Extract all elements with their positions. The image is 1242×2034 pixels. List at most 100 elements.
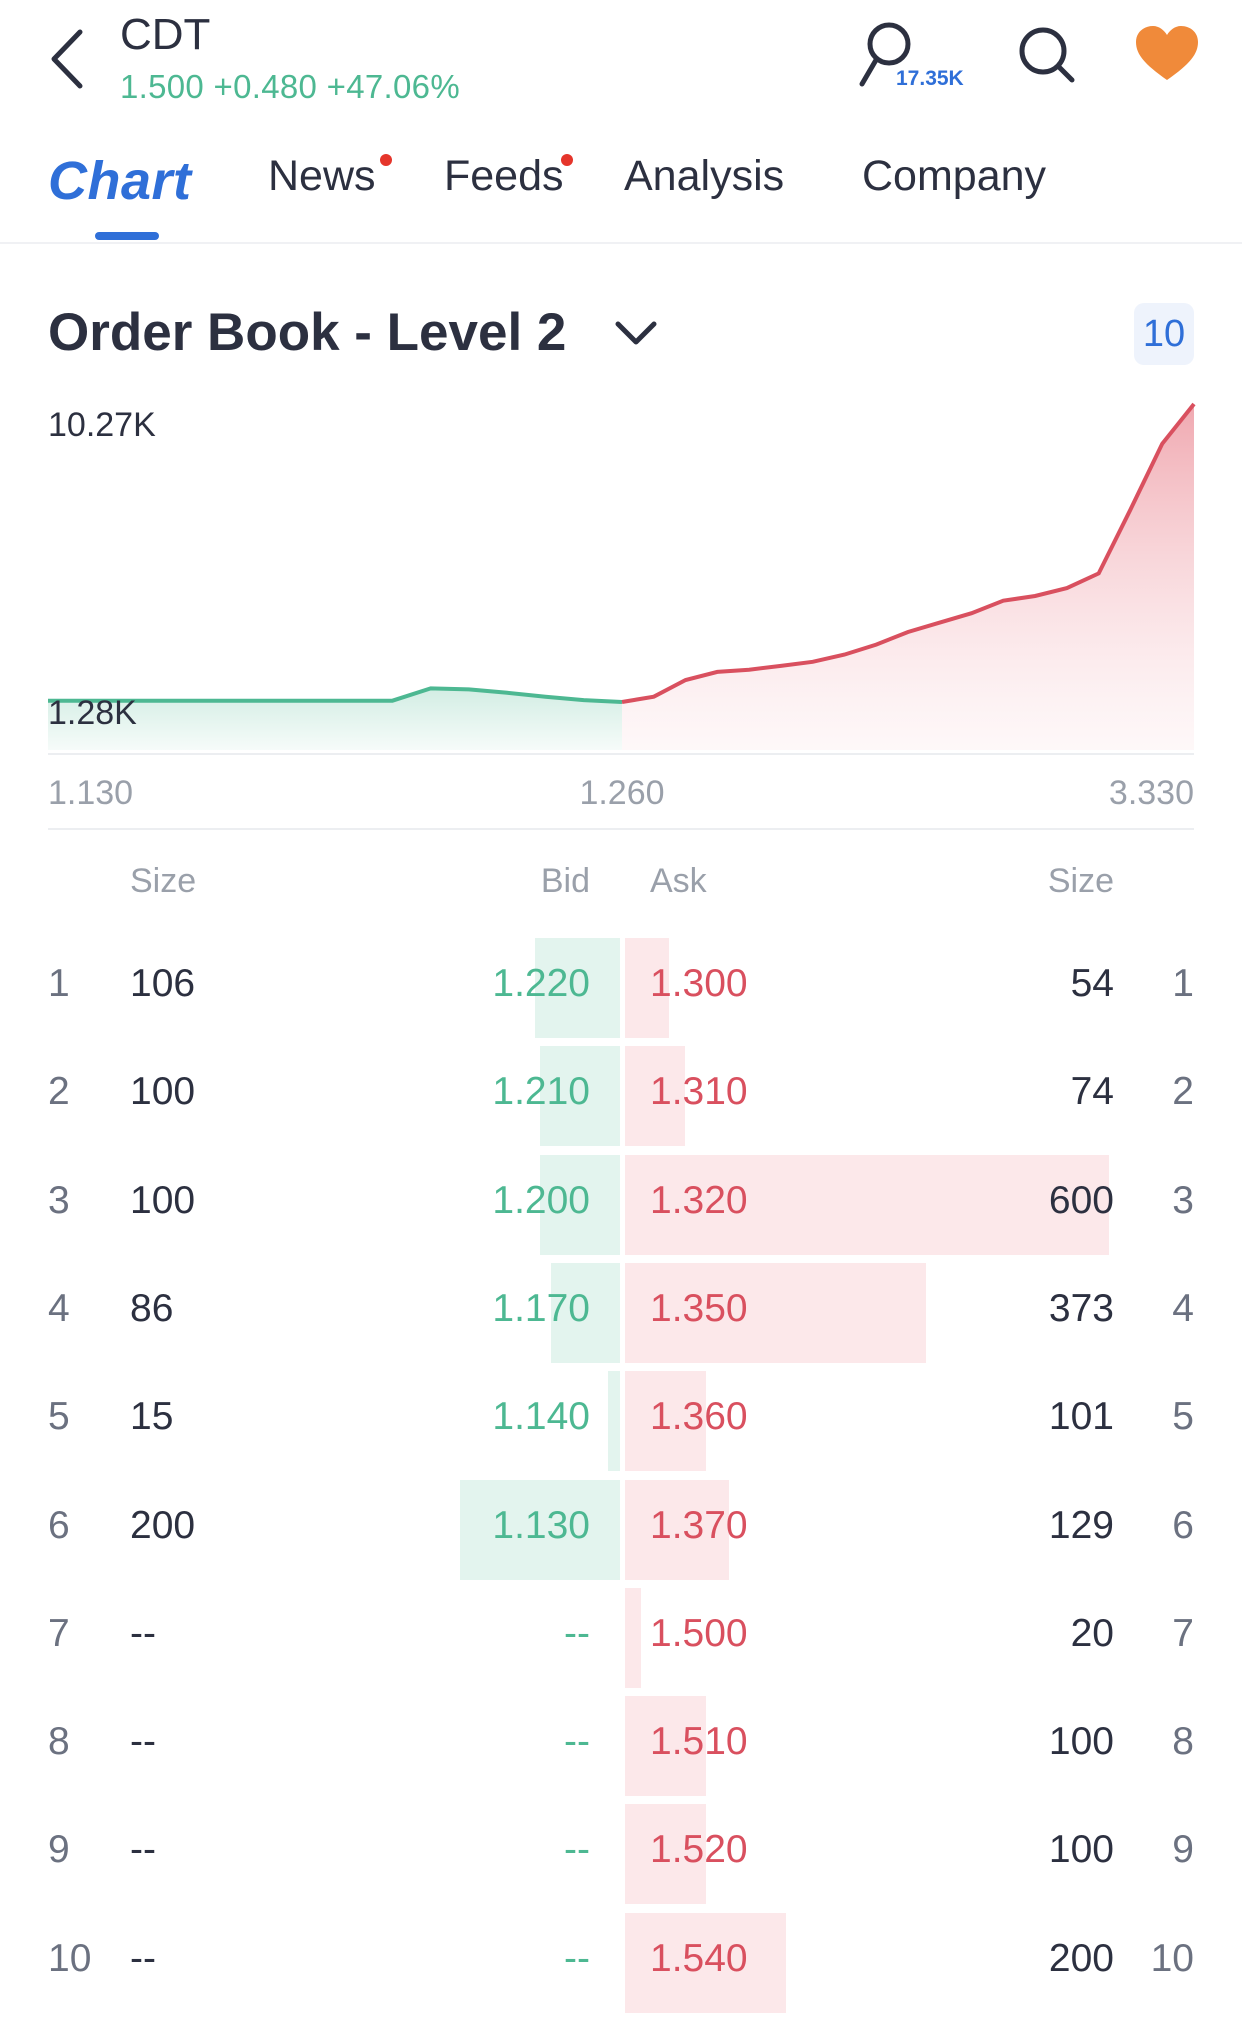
ask-volume-bar — [625, 1804, 706, 1905]
depth-selector[interactable]: 10 — [1134, 303, 1194, 365]
chevron-down-icon — [615, 321, 657, 345]
bid-price: 1.220 — [492, 962, 590, 1005]
orderbook-row[interactable]: 4 86 1.170 1.350 373 4 — [0, 1251, 1242, 1363]
orderbook-row[interactable]: 7 -- -- 1.500 20 7 — [0, 1576, 1242, 1688]
y-tick-label: 1.28K — [48, 694, 137, 732]
tab-company[interactable]: Company — [862, 152, 1047, 200]
orderbook-row[interactable]: 10 -- -- 1.540 200 10 — [0, 1901, 1242, 2013]
active-tab-indicator — [95, 232, 159, 240]
bid-size: -- — [130, 1936, 156, 1980]
bid-size: 86 — [130, 1286, 174, 1330]
bid-size: -- — [130, 1828, 156, 1872]
row-index-right: 10 — [1150, 1936, 1194, 1980]
bid-volume-bar — [540, 1046, 620, 1147]
row-index-left: 1 — [48, 962, 70, 1005]
ask-depth-area — [622, 404, 1194, 750]
ask-volume-bar — [625, 1912, 787, 2013]
bid-price: -- — [564, 1828, 590, 1872]
tab-chart[interactable]: Chart — [48, 151, 192, 211]
row-index-right: 1 — [1172, 962, 1194, 1005]
row-index-right: 7 — [1172, 1611, 1194, 1655]
bid-price: 1.130 — [492, 1503, 590, 1547]
back-button[interactable] — [44, 26, 94, 92]
row-index-left: 3 — [48, 1178, 70, 1222]
orderbook-title[interactable]: Order Book - Level 2 — [48, 303, 567, 362]
back-icon — [51, 29, 83, 89]
row-index-left: 8 — [48, 1720, 70, 1764]
ask-volume-bar — [625, 1479, 730, 1580]
ticker-symbol: CDT — [120, 10, 211, 59]
header-bid-size: Size — [130, 862, 197, 900]
orderbook-row[interactable]: 9 -- -- 1.520 100 9 — [0, 1792, 1242, 1905]
favorite-button[interactable] — [1134, 24, 1200, 84]
ask-price: 1.300 — [650, 962, 748, 1005]
row-index-right: 9 — [1172, 1828, 1194, 1872]
ask-volume-bar — [625, 1046, 685, 1147]
ask-volume-bar — [625, 1587, 642, 1688]
bid-size: 106 — [130, 962, 196, 1005]
ask-size: 200 — [1048, 1936, 1114, 1980]
row-index-left: 7 — [48, 1611, 70, 1655]
header-bid: Bid — [540, 862, 590, 900]
bid-size: 100 — [130, 1070, 196, 1114]
ask-size: 100 — [1048, 1720, 1114, 1764]
ask-depth-line — [621, 402, 1196, 704]
ask-price: 1.540 — [650, 1936, 748, 1980]
ask-volume-bar — [625, 1371, 707, 1472]
ask-volume-bar — [625, 1696, 706, 1797]
y-tick-label: 10.27K — [48, 406, 156, 444]
watchers-button[interactable]: 17.35K — [856, 20, 976, 100]
row-index-left: 2 — [48, 1070, 70, 1114]
tabs-divider — [0, 242, 1242, 244]
row-index-left: 10 — [48, 1936, 92, 1980]
ask-volume-bar — [625, 938, 669, 1038]
ask-price: 1.350 — [650, 1286, 748, 1330]
bid-volume-bar — [608, 1371, 620, 1472]
orderbook-row[interactable]: 1 106 1.220 1.300 54 1 — [0, 926, 1242, 1038]
tab-feeds[interactable]: Feeds — [444, 152, 564, 200]
orderbook-row[interactable]: 5 15 1.140 1.360 101 5 — [0, 1359, 1242, 1472]
ask-size: 20 — [1070, 1611, 1114, 1655]
ask-volume-bar — [625, 1262, 926, 1363]
price-quote: 1.500 +0.480 +47.06% — [120, 68, 460, 105]
ask-volume-bar — [625, 1154, 1109, 1255]
row-index-left: 6 — [48, 1503, 70, 1547]
orderbook-row[interactable]: 8 -- -- 1.510 100 8 — [0, 1684, 1242, 1797]
ask-price: 1.320 — [650, 1178, 748, 1222]
depth-chart: 10.27K 1.28K 1.130 1.260 3.330 — [48, 402, 1196, 812]
orderbook-dropdown[interactable] — [614, 318, 658, 350]
orderbook-row[interactable]: 6 200 1.130 1.370 129 6 — [0, 1468, 1242, 1580]
orderbook-row[interactable]: 2 100 1.210 1.310 74 2 — [0, 1034, 1242, 1147]
row-index-right: 3 — [1172, 1178, 1194, 1222]
search-button[interactable] — [1016, 24, 1078, 86]
feeds-unread-dot — [561, 154, 573, 166]
orderbook-row[interactable]: 3 100 1.200 1.320 600 3 — [0, 1143, 1242, 1255]
ask-price: 1.510 — [650, 1720, 748, 1764]
bid-price: 1.170 — [492, 1286, 590, 1330]
bid-depth-line — [48, 686, 623, 704]
row-index-right: 2 — [1172, 1070, 1194, 1114]
bid-size: -- — [130, 1720, 156, 1764]
bid-price: 1.210 — [492, 1070, 590, 1114]
chart-divider — [48, 828, 1194, 830]
tab-news[interactable]: News — [268, 152, 376, 200]
bid-price: 1.200 — [492, 1178, 590, 1222]
header-ask-size: Size — [1047, 862, 1114, 900]
row-index-left: 4 — [48, 1286, 70, 1330]
bid-volume-bar — [551, 1262, 620, 1363]
bid-size: 100 — [130, 1178, 196, 1222]
bid-volume-bar — [540, 1154, 620, 1255]
tab-analysis[interactable]: Analysis — [624, 152, 785, 200]
ask-price: 1.520 — [650, 1828, 748, 1872]
bid-size: -- — [130, 1611, 156, 1655]
ask-size: 129 — [1048, 1503, 1114, 1547]
x-tick-label: 1.260 — [579, 774, 664, 812]
row-index-right: 5 — [1172, 1395, 1194, 1439]
search-icon — [1019, 27, 1075, 83]
ask-size: 74 — [1070, 1070, 1114, 1114]
ask-price: 1.310 — [650, 1070, 748, 1114]
person-icon — [859, 22, 911, 87]
bid-size: 200 — [130, 1503, 196, 1547]
ask-size: 373 — [1048, 1286, 1114, 1330]
ask-size: 600 — [1048, 1178, 1114, 1222]
